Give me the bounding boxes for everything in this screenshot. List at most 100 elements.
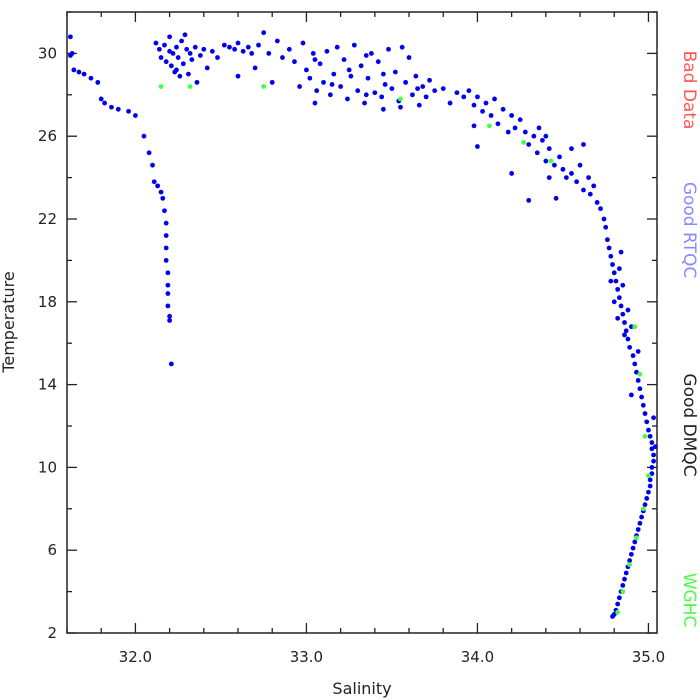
data-point (649, 465, 655, 470)
data-point (620, 589, 626, 594)
data-point (608, 253, 614, 259)
data-point (627, 558, 633, 563)
data-point (392, 69, 398, 75)
data-point (341, 57, 347, 63)
data-point (274, 38, 280, 44)
data-point (587, 191, 593, 197)
data-point (240, 48, 246, 54)
data-point (133, 113, 138, 118)
data-point (115, 106, 121, 112)
data-point (280, 55, 285, 60)
data-point (399, 44, 405, 50)
data-point (398, 96, 403, 102)
data-point (563, 175, 569, 181)
data-point (601, 216, 607, 222)
legend-item: Good DMQC (679, 373, 699, 476)
data-point (475, 94, 480, 100)
data-point (363, 53, 369, 58)
legend-item: WGHC (679, 573, 699, 628)
data-point (292, 59, 297, 65)
data-point (620, 282, 626, 288)
data-point (88, 75, 94, 81)
y-tick-label: 18 (38, 293, 57, 311)
data-point (163, 59, 169, 65)
data-point (331, 71, 337, 77)
data-point (406, 55, 412, 60)
data-point (492, 96, 497, 102)
data-point (182, 32, 188, 38)
y-tick-label: 6 (47, 541, 57, 559)
data-point (615, 286, 621, 292)
data-point (509, 113, 515, 118)
y-tick-label: 14 (38, 376, 57, 394)
data-point (644, 419, 650, 425)
data-point (598, 206, 603, 212)
data-point (586, 175, 591, 181)
data-point (526, 142, 532, 147)
series-good-rtqc (68, 30, 658, 619)
data-point (221, 42, 227, 48)
data-point (647, 433, 653, 439)
y-axis-label: Temperature (0, 271, 18, 373)
data-point (616, 595, 622, 601)
data-point (569, 146, 574, 152)
data-point (652, 444, 658, 450)
x-axis-label: Salinity (332, 679, 391, 698)
data-point (608, 278, 614, 284)
data-point (179, 38, 184, 44)
data-point (618, 303, 624, 309)
data-point (162, 42, 167, 48)
data-point (471, 102, 477, 108)
data-point (415, 86, 420, 91)
data-point (261, 84, 267, 89)
data-point (76, 69, 82, 75)
data-point (163, 220, 169, 226)
data-point (647, 477, 653, 483)
data-point (379, 94, 385, 100)
data-point (642, 433, 648, 439)
data-point (256, 42, 261, 48)
data-point (637, 520, 643, 526)
legend: Bad Data Good RTQC Good DMQC WGHC (679, 51, 699, 628)
data-point (167, 318, 173, 323)
data-point (620, 582, 626, 588)
data-point (606, 245, 612, 251)
data-point (158, 84, 164, 89)
data-point (551, 162, 557, 168)
data-point (623, 328, 629, 334)
data-point (447, 100, 453, 106)
x-tick-label: 34.0 (461, 648, 494, 666)
data-points (68, 30, 658, 619)
data-point (252, 65, 258, 71)
data-point (553, 195, 559, 201)
data-point (536, 125, 542, 131)
data-point (362, 100, 367, 106)
data-point (480, 108, 485, 114)
data-point (471, 123, 477, 129)
data-point (632, 324, 638, 330)
data-point (351, 42, 357, 48)
y-tick-label: 26 (38, 127, 57, 145)
data-point (591, 183, 597, 189)
data-point (163, 245, 169, 251)
data-point (403, 79, 409, 85)
data-point (420, 84, 426, 89)
data-point (177, 73, 183, 79)
y-tick-label: 30 (38, 44, 57, 62)
data-point (646, 427, 651, 433)
data-point (640, 402, 646, 408)
data-point (611, 299, 617, 305)
data-point (363, 92, 369, 98)
data-point (232, 46, 237, 52)
data-point (358, 63, 364, 69)
data-point (317, 61, 323, 67)
data-point (365, 75, 371, 81)
data-point (630, 545, 636, 551)
data-point (635, 349, 641, 354)
data-point (534, 150, 540, 156)
data-point (432, 88, 438, 94)
data-point (227, 44, 232, 50)
data-point (635, 378, 641, 383)
data-point (165, 282, 171, 288)
